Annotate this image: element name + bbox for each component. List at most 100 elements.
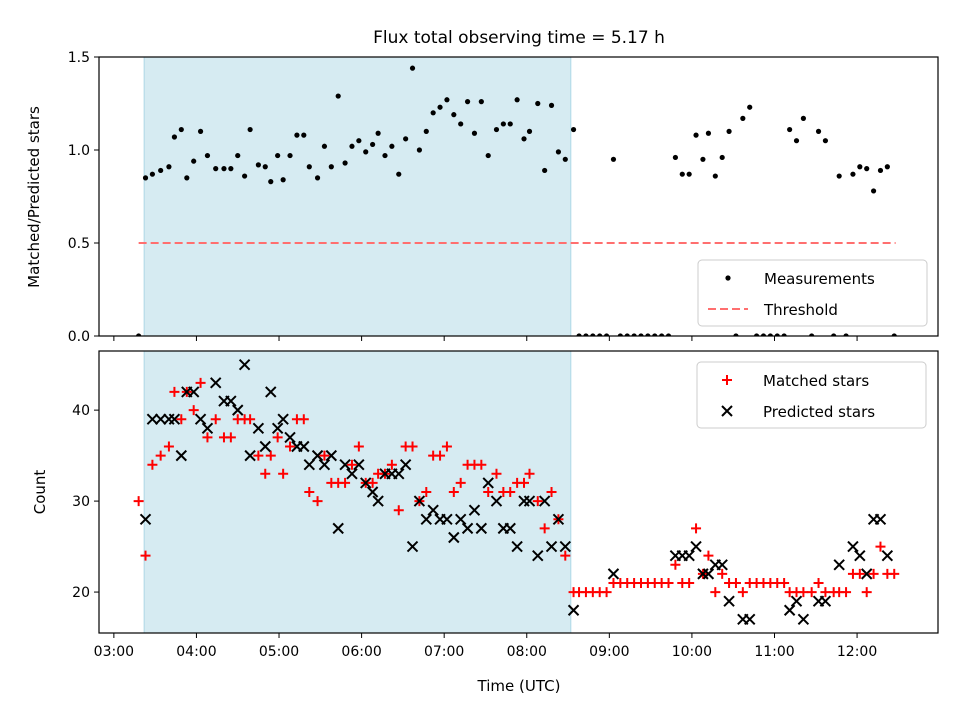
point-measurement <box>760 333 767 336</box>
point-matched-stars <box>298 414 309 425</box>
point-predicted-stars <box>399 459 412 471</box>
point-matched-stars <box>260 468 271 479</box>
point-matched-stars <box>546 487 557 497</box>
point-measurement <box>809 333 815 336</box>
point-matched-stars <box>407 441 418 452</box>
point-predicted-stars <box>523 495 536 507</box>
point-matched-stars <box>505 487 516 497</box>
point-predicted-stars <box>427 504 439 516</box>
point-measurement <box>740 115 746 121</box>
point-measurement <box>570 126 577 133</box>
point-matched-stars <box>539 523 550 534</box>
point-measurement <box>686 171 692 177</box>
point-measurement <box>166 164 172 170</box>
point-measurement <box>774 333 780 336</box>
point-matched-stars <box>386 459 397 470</box>
point-predicted-stars <box>332 522 344 535</box>
point-predicted-stars <box>187 386 200 398</box>
point-matched-stars <box>147 459 158 470</box>
point-measurement <box>864 166 870 172</box>
point-matched-stars <box>346 459 357 470</box>
point-matched-stars <box>169 386 180 397</box>
point-predicted-stars <box>339 459 351 471</box>
point-measurement <box>843 333 849 336</box>
point-predicted-stars <box>372 495 384 507</box>
shaded-observing-span <box>143 56 572 337</box>
legend: Matched stars Predicted stars <box>696 361 927 429</box>
point-measurement <box>356 138 362 144</box>
point-measurement <box>471 130 478 136</box>
point-measurement <box>342 160 348 166</box>
x-axis-label: Time (UTC) <box>477 677 561 695</box>
point-measurement <box>877 167 884 174</box>
point-measurement <box>781 333 787 336</box>
point-predicted-stars <box>265 386 277 398</box>
x-tick-label: 04:00 <box>176 644 216 660</box>
point-matched-stars <box>875 541 886 552</box>
point-predicted-stars <box>860 568 873 580</box>
point-predicted-stars <box>252 422 265 435</box>
point-measurement <box>754 333 760 336</box>
point-predicted-stars <box>238 358 251 371</box>
point-measurement <box>370 141 376 148</box>
point-predicted-stars <box>819 595 832 607</box>
point-predicted-stars <box>139 513 152 525</box>
point-measurement <box>444 97 450 103</box>
point-predicted-stars <box>468 504 481 516</box>
point-measurement <box>705 130 712 136</box>
legend-box <box>696 361 927 429</box>
point-matched-stars <box>670 559 681 570</box>
point-predicted-stars <box>420 513 432 525</box>
y-tick-label: 40 <box>72 403 90 419</box>
point-measurement <box>850 171 856 177</box>
point-measurement <box>247 126 253 133</box>
point-predicted-stars <box>353 459 365 471</box>
point-predicted-stars <box>360 477 372 489</box>
point-matched-stars <box>367 477 378 488</box>
point-measurement <box>638 333 644 336</box>
point-matched-stars <box>319 450 330 461</box>
point-predicted-stars <box>874 513 887 525</box>
point-measurement <box>328 164 334 170</box>
point-measurement <box>136 333 142 336</box>
point-measurement <box>149 171 156 177</box>
point-measurement <box>700 156 706 162</box>
x-tick-label: 12:00 <box>837 644 877 660</box>
point-predicted-stars <box>461 522 474 535</box>
point-predicted-stars <box>325 449 338 462</box>
top-y-axis-label: Matched/Predicted stars <box>25 106 43 288</box>
point-measurement <box>645 333 651 336</box>
point-matched-stars <box>524 468 535 479</box>
point-matched-stars <box>483 487 494 497</box>
point-measurement <box>610 156 617 162</box>
point-matched-stars <box>519 477 530 488</box>
point-predicted-stars <box>194 413 207 425</box>
point-matched-stars <box>225 432 236 443</box>
point-matched-stars <box>854 568 865 579</box>
point-matched-stars <box>491 468 502 479</box>
point-predicted-stars <box>790 595 803 607</box>
point-predicted-stars <box>303 459 316 471</box>
point-matched-stars <box>421 487 432 497</box>
point-matched-stars <box>717 568 728 579</box>
point-predicted-stars <box>797 613 810 626</box>
point-predicted-stars <box>259 440 271 453</box>
point-measurement <box>787 126 793 133</box>
point-matched-stars <box>163 441 174 452</box>
bottom-y-axis-label: Count <box>31 470 49 515</box>
point-matched-stars <box>448 487 459 497</box>
x-tick-label: 09:00 <box>589 644 629 660</box>
point-measurement <box>204 152 211 159</box>
point-predicted-stars <box>346 468 358 480</box>
point-measurement <box>228 166 234 172</box>
x-tick-label: 11:00 <box>754 644 794 660</box>
chart-title: Flux total observing time = 5.17 h <box>373 28 665 48</box>
point-measurement <box>458 121 464 127</box>
point-measurement <box>301 132 307 138</box>
point-measurement <box>617 333 623 336</box>
point-predicted-stars <box>271 422 284 435</box>
point-matched-stars <box>245 414 256 425</box>
point-predicted-stars <box>545 540 558 553</box>
point-measurement <box>870 188 877 194</box>
point-measurement <box>884 164 890 170</box>
